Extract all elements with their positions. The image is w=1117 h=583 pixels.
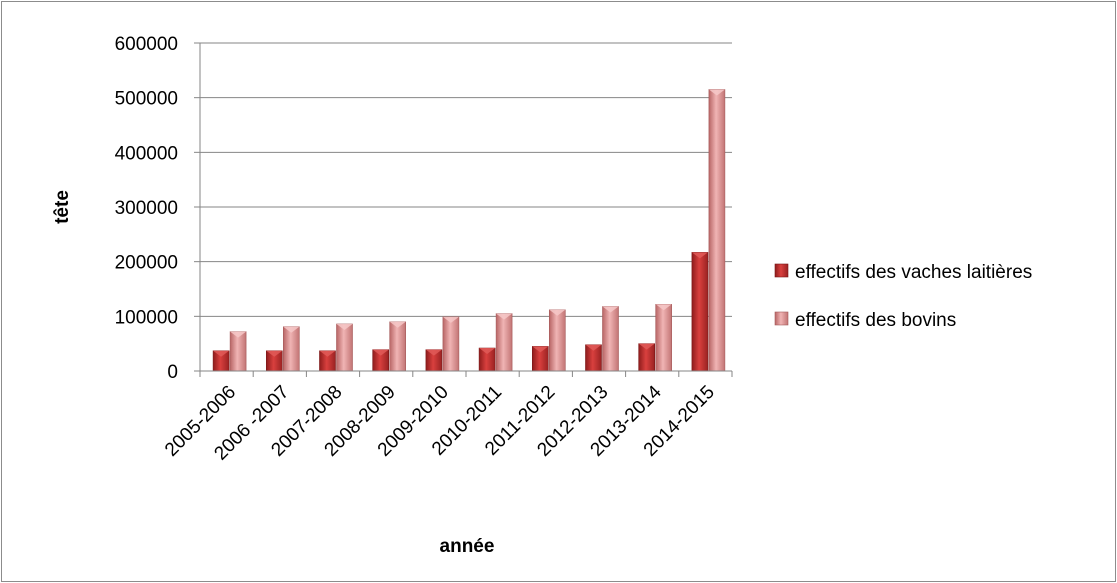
bar-cap <box>638 343 655 350</box>
bar-cap <box>389 321 406 328</box>
bar-s1-2008-2009 <box>389 321 407 372</box>
bar-s1-2010-2011 <box>495 313 513 372</box>
bar-cap <box>283 326 300 333</box>
y-tick-label: 300000 <box>115 198 178 219</box>
bar-cap <box>442 316 459 323</box>
bar-cap <box>532 346 549 353</box>
bar-cap <box>266 350 283 357</box>
bar-cap <box>336 323 353 330</box>
y-axis-ticks: 0 100000 200000 300000 400000 500000 600000 <box>115 34 178 383</box>
bar-cap <box>708 89 725 96</box>
bar-cap <box>479 348 496 355</box>
y-tick-label: 100000 <box>115 307 178 328</box>
bar-s1-2012-2013 <box>602 306 619 372</box>
y-tick-label: 400000 <box>115 143 178 164</box>
legend-swatch <box>774 311 789 326</box>
bar-cap <box>425 349 442 356</box>
y-tick-label: 600000 <box>115 34 178 55</box>
bar-cap <box>372 349 389 356</box>
legend-label: effectifs des bovins <box>795 310 956 331</box>
bars <box>212 89 726 372</box>
bar-cap <box>319 350 336 357</box>
bar-s0-2014-2015 <box>691 252 709 372</box>
bar-s1-2011-2012 <box>548 309 566 372</box>
bar-cap <box>655 304 672 311</box>
y-tick-label: 200000 <box>115 253 178 274</box>
y-axis-title: tête <box>52 190 73 224</box>
bar-s1-2013-2014 <box>655 304 673 372</box>
bar-cap <box>602 306 619 313</box>
legend-swatch <box>774 263 789 278</box>
bar-cap <box>585 344 602 351</box>
y-tick-label: 0 <box>167 362 178 383</box>
bar-s1-2014-2015 <box>708 89 726 372</box>
bar-cap <box>230 331 247 338</box>
bar-cap <box>691 252 708 259</box>
bar-s1-2006-2007 <box>282 326 300 372</box>
bar-cap <box>213 350 230 357</box>
bar-cap <box>496 313 513 320</box>
legend: effectifs des vaches laitières effectifs … <box>774 262 1032 331</box>
y-tick-label: 500000 <box>115 89 178 110</box>
x-axis-title: année <box>440 536 495 557</box>
bar-cap <box>549 309 566 316</box>
bar-s1-2009-2010 <box>442 316 460 372</box>
gridlines <box>194 42 732 372</box>
legend-label: effectifs des vaches laitières <box>795 262 1032 283</box>
bar-s1-2007-2008 <box>336 323 353 372</box>
